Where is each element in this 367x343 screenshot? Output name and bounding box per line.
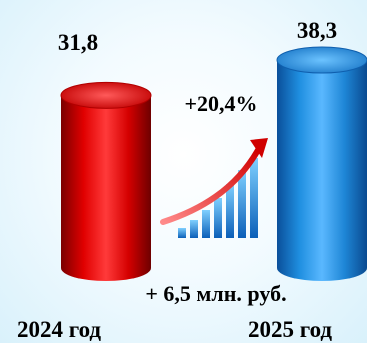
bar-top: [276, 46, 367, 74]
icon-step: [226, 184, 234, 238]
rising-bar-chart-with-arrow-icon: [160, 138, 268, 238]
icon-step: [190, 220, 198, 238]
icon-step: [202, 210, 210, 238]
category-label: 2024 год: [17, 317, 101, 342]
value-label: 38,3: [297, 18, 337, 43]
icon-step: [250, 158, 258, 238]
bar-1: [60, 81, 152, 282]
bar-2: [276, 46, 367, 281]
bars-group: [60, 46, 367, 282]
bar-body: [61, 95, 151, 282]
icon-step: [214, 198, 222, 238]
difference-label: + 6,5 млн. руб.: [145, 281, 286, 306]
value-label: 31,8: [58, 30, 98, 55]
growth-percent-label: +20,4%: [184, 91, 257, 116]
icon-step: [238, 170, 246, 238]
bar-top: [60, 81, 152, 109]
icon-step: [178, 228, 186, 238]
bar-body: [277, 60, 367, 281]
category-label: 2025 год: [248, 317, 332, 342]
